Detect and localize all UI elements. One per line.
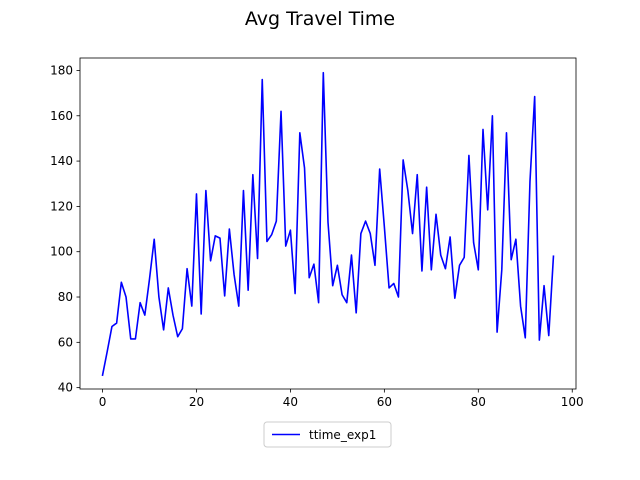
- y-tick-label: 140: [50, 154, 73, 168]
- x-tick-label: 100: [561, 395, 584, 409]
- legend-box: [263, 421, 392, 448]
- axes-frame: [79, 57, 577, 390]
- series-line-ttime_exp1: [101, 71, 555, 377]
- x-tick-label: 0: [99, 395, 107, 409]
- y-tick-label: 40: [58, 381, 73, 395]
- y-tick-label: 120: [50, 199, 73, 213]
- chart-title: Avg Travel Time: [245, 8, 395, 30]
- y-tick-label: 80: [58, 290, 73, 304]
- x-tick-label: 60: [377, 395, 392, 409]
- plot-area: [101, 71, 555, 377]
- y-tick-label: 160: [50, 109, 73, 123]
- x-tick-label: 20: [189, 395, 204, 409]
- axes: 0 20 40 60 80 100 40 60 80 100 120 140 160 180: [50, 57, 584, 409]
- y-tick-label: 100: [50, 245, 73, 259]
- legend-label: ttime_exp1: [309, 428, 376, 442]
- legend: ttime_exp1: [263, 421, 392, 448]
- y-tick-label: 60: [58, 335, 73, 349]
- y-tick-label: 180: [50, 63, 73, 77]
- x-tick-label: 40: [283, 395, 298, 409]
- x-tick-label: 80: [471, 395, 486, 409]
